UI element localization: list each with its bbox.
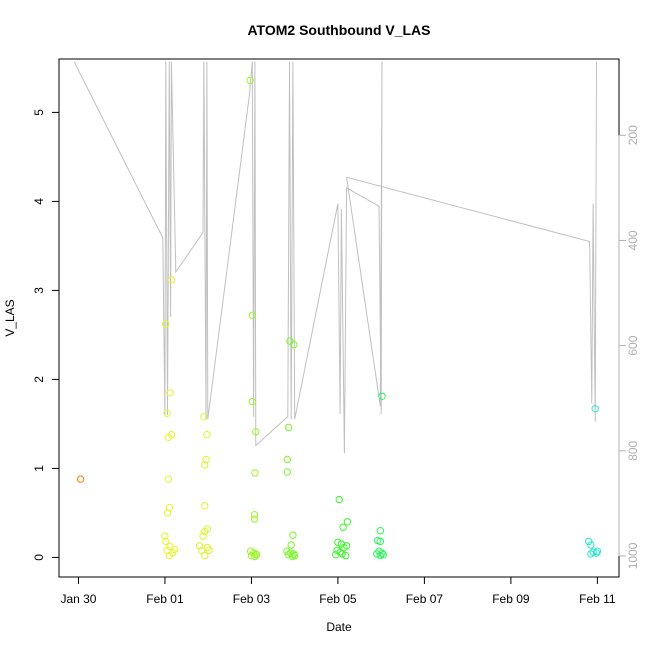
data-point <box>283 468 291 476</box>
x-axis-label: Date <box>326 620 352 634</box>
depth-line-layer <box>73 61 597 454</box>
y-tick-label: 1 <box>32 465 46 472</box>
data-point <box>591 405 599 413</box>
data-point <box>247 551 256 560</box>
data-point <box>162 320 170 328</box>
data-point <box>248 311 257 319</box>
data-point <box>251 552 259 561</box>
y-tick-label: 4 <box>32 198 46 205</box>
data-point <box>195 542 204 550</box>
data-point <box>203 430 211 439</box>
data-point <box>284 423 293 432</box>
data-point <box>251 469 259 477</box>
data-point <box>252 428 260 436</box>
data-point <box>200 413 208 421</box>
data-point <box>332 551 340 559</box>
data-point <box>589 548 597 556</box>
data-point <box>161 532 169 540</box>
y2-axis-depth: 200 400 600 800 1000 <box>618 125 640 569</box>
x-tick-label: Feb 03 <box>233 592 271 606</box>
data-point <box>201 551 209 560</box>
data-point <box>205 546 213 554</box>
data-point <box>343 518 352 526</box>
x-tick-label: Feb 05 <box>319 592 357 606</box>
y2-tick-label: 200 <box>626 125 640 145</box>
x-tick-label: Feb 11 <box>579 592 616 606</box>
data-point <box>250 515 259 523</box>
data-point <box>170 545 179 554</box>
x-axis: Jan 30 Feb 01 Feb 03 Feb 05 Feb 07 Feb 09 Feb … <box>60 577 616 606</box>
x-tick-label: Feb 09 <box>492 592 530 606</box>
data-point <box>289 531 297 539</box>
data-point <box>248 398 257 406</box>
data-point <box>379 551 387 559</box>
data-point <box>250 511 259 519</box>
data-point <box>165 503 174 512</box>
data-point <box>283 455 291 464</box>
y-axis-label: V_LAS <box>3 299 17 336</box>
data-point <box>201 527 209 536</box>
y2-tick-label: 800 <box>626 440 640 460</box>
data-point <box>167 276 176 284</box>
data-point <box>376 537 384 546</box>
data-point <box>378 392 386 400</box>
depth-trace-line <box>73 61 597 454</box>
data-point <box>290 341 298 349</box>
y-tick-label: 0 <box>32 554 46 561</box>
data-point <box>376 527 384 535</box>
data-point <box>376 551 384 560</box>
data-point <box>283 547 291 555</box>
data-point <box>252 551 261 559</box>
y2-tick-label: 600 <box>626 335 640 355</box>
x-tick-label: Jan 30 <box>60 592 96 606</box>
data-point <box>201 502 209 510</box>
data-point <box>163 409 171 417</box>
data-point <box>164 475 173 483</box>
data-point <box>164 433 173 441</box>
data-point <box>165 551 174 560</box>
data-point <box>587 541 595 549</box>
data-point <box>166 389 174 397</box>
data-point <box>585 537 593 546</box>
points-layer <box>76 76 602 561</box>
data-point <box>335 495 343 504</box>
x-tick-label: Feb 01 <box>146 592 184 606</box>
data-point <box>201 461 209 469</box>
y-tick-label: 3 <box>32 287 46 294</box>
data-point <box>593 547 602 555</box>
data-point <box>339 523 347 531</box>
data-point <box>163 509 172 517</box>
data-point <box>334 538 342 546</box>
data-point <box>246 76 254 85</box>
x-tick-label: Feb 07 <box>406 592 444 606</box>
y-tick-label: 2 <box>32 376 46 383</box>
y2-tick-label: 1000 <box>626 542 640 569</box>
y-tick-label: 5 <box>32 109 46 116</box>
chart-title: ATOM2 Southbound V_LAS <box>247 22 430 38</box>
data-point <box>162 537 170 546</box>
data-point <box>202 455 210 464</box>
data-point <box>342 551 350 560</box>
data-point <box>287 541 295 549</box>
y2-tick-label: 400 <box>626 230 640 250</box>
data-point <box>288 552 297 561</box>
data-point <box>587 550 595 558</box>
data-point <box>199 532 207 540</box>
y-axis: 0 1 2 3 4 5 <box>32 109 60 561</box>
data-point <box>76 475 85 483</box>
data-point <box>286 337 294 345</box>
